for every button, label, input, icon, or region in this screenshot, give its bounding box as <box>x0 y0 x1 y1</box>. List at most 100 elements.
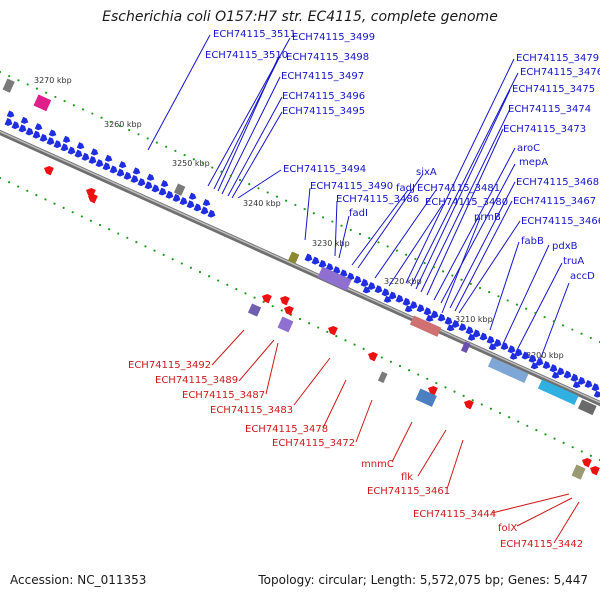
gene-label-ECH74115_3475[interactable]: ECH74115_3475 <box>512 84 595 95</box>
gene-label-ECH74115_3495[interactable]: ECH74115_3495 <box>282 106 365 117</box>
inner-dot <box>326 330 329 333</box>
scale-tick-3260: 3260 kbp <box>104 120 142 129</box>
outer-dot <box>460 278 463 281</box>
gene-label-ECH74115_3474[interactable]: ECH74115_3474 <box>508 104 591 115</box>
gene-label-fabB[interactable]: fabB <box>521 236 544 247</box>
gene-label-ECH74115_3498[interactable]: ECH74115_3498 <box>286 52 369 63</box>
inner-dot <box>562 441 565 445</box>
reverse-callouts <box>211 329 580 544</box>
inner-dot <box>180 262 183 265</box>
reverse-feature-box <box>277 316 294 333</box>
gene-label-ECH74115_3468[interactable]: ECH74115_3468 <box>516 177 599 188</box>
outer-dot <box>155 141 159 144</box>
gene-label-ECH74115_3467[interactable]: ECH74115_3467 <box>513 196 596 207</box>
gene-label-ECH74115_3478[interactable]: ECH74115_3478 <box>245 424 328 435</box>
forward-cds-arrow <box>137 178 146 187</box>
forward-cds-arrow <box>556 367 565 376</box>
outer-dot <box>580 332 583 335</box>
forward-cds-arrow <box>521 351 530 360</box>
gene-label-ECH74115_3497[interactable]: ECH74115_3497 <box>281 71 364 82</box>
scale-tick-3210: 3210 kbp <box>455 315 493 324</box>
forward-cds-arrow <box>39 133 48 142</box>
gene-label-folX[interactable]: folX <box>498 523 517 534</box>
gene-label-mepA[interactable]: mepA <box>519 157 548 168</box>
gene-label-pdxB[interactable]: pdxB <box>552 241 578 252</box>
inner-dot <box>226 283 229 286</box>
forward-cds-arrow <box>6 110 15 118</box>
inner-dot <box>217 279 220 282</box>
gene-label-ECH74115_3476[interactable]: ECH74115_3476 <box>520 67 600 78</box>
reverse-feature-box <box>377 371 388 384</box>
gene-label-ECH74115_3494[interactable]: ECH74115_3494 <box>283 164 366 175</box>
gene-label-prmB[interactable]: prmB <box>474 212 501 223</box>
gene-label-aroC[interactable]: aroC <box>517 143 540 154</box>
gene-label-ECH74115_3490[interactable]: ECH74115_3490 <box>310 181 393 192</box>
outer-dot <box>72 104 75 107</box>
forward-cds-arrow <box>60 143 69 152</box>
inner-dot <box>317 326 320 329</box>
forward-cds-arrow <box>118 161 127 169</box>
forward-cds-arrow <box>591 383 600 392</box>
forward-cds-arrow <box>90 148 99 156</box>
gene-label-ECH74115_3481[interactable]: ECH74115_3481 <box>417 183 500 194</box>
outer-dot <box>331 220 334 223</box>
gene-label-ECH74115_3487[interactable]: ECH74115_3487 <box>182 390 265 401</box>
forward-cds-arrow <box>542 361 551 369</box>
gene-label-ECH74115_3472[interactable]: ECH74115_3472 <box>272 438 355 449</box>
reverse-feature-arrow <box>284 306 294 316</box>
gene-label-truA[interactable]: truA <box>563 256 584 267</box>
gene-label-mnmC[interactable]: mnmC <box>361 459 394 470</box>
gene-label-ECH74115_3483[interactable]: ECH74115_3483 <box>210 405 293 416</box>
gene-label-ECH74115_3442[interactable]: ECH74115_3442 <box>500 539 583 550</box>
gene-label-accD[interactable]: accD <box>570 271 595 282</box>
outer-dot <box>589 336 592 339</box>
gene-label-ECH74115_3461[interactable]: ECH74115_3461 <box>367 486 450 497</box>
gene-label-fadJ[interactable]: fadJ <box>396 183 415 194</box>
outer-dot <box>137 133 140 136</box>
scale-tick-3220: 3220 kbp <box>384 277 422 286</box>
inner-dot <box>98 223 102 227</box>
gene-label-ECH74115_3466[interactable]: ECH74115_3466 <box>521 216 600 227</box>
forward-cds-arrow <box>584 379 593 388</box>
inner-dot <box>253 296 256 299</box>
inner-dot <box>471 399 474 402</box>
gene-label-flk[interactable]: flk <box>401 472 413 483</box>
scale-tick-3230: 3230 kbp <box>312 239 350 248</box>
inner-dot <box>389 360 393 363</box>
gene-label-ECH74115_3496[interactable]: ECH74115_3496 <box>282 91 365 102</box>
gene-label-ECH74115_3511[interactable]: ECH74115_3511 <box>213 29 296 40</box>
forward-cds-arrow <box>95 159 104 168</box>
outer-dot <box>238 178 242 182</box>
forward-cds-arrow <box>193 203 202 212</box>
forward-cds-arrow <box>123 171 132 180</box>
feature-box <box>2 78 15 93</box>
feature-box <box>487 357 529 384</box>
outer-dot <box>469 282 472 285</box>
outer-dot <box>451 274 454 277</box>
forward-cds-arrow <box>4 118 13 127</box>
outer-dot <box>285 199 288 202</box>
gene-label-ECH74115_3480[interactable]: ECH74115_3480 <box>425 197 508 208</box>
outer-dot <box>340 224 343 227</box>
forward-cds-arrow <box>104 154 113 162</box>
gene-label-ECH74115_3489[interactable]: ECH74115_3489 <box>155 375 238 386</box>
inner-dot <box>498 411 502 415</box>
outer-dot <box>91 112 94 115</box>
gene-label-ECH74115_3444[interactable]: ECH74115_3444 <box>413 509 496 520</box>
gene-label-fadI[interactable]: fadI <box>349 208 368 219</box>
gene-label-ECH74115_3510[interactable]: ECH74115_3510 <box>205 50 288 61</box>
forward-cds-arrow <box>451 319 460 328</box>
forward-cds-arrow <box>202 199 211 207</box>
feature-box <box>287 251 300 264</box>
gene-label-ECH74115_3473[interactable]: ECH74115_3473 <box>503 124 586 135</box>
forward-cds-arrow <box>374 285 383 294</box>
outer-dot <box>312 212 315 215</box>
inner-dot <box>580 450 583 453</box>
forward-cds-arrow <box>514 348 523 357</box>
gene-label-ECH74115_3486[interactable]: ECH74115_3486 <box>336 194 419 205</box>
gene-label-sixA[interactable]: sixA <box>416 167 437 178</box>
gene-label-ECH74115_3499[interactable]: ECH74115_3499 <box>292 32 375 43</box>
gene-label-ECH74115_3479[interactable]: ECH74115_3479 <box>516 53 599 64</box>
inner-dot <box>407 369 411 372</box>
gene-label-ECH74115_3492[interactable]: ECH74115_3492 <box>128 360 211 371</box>
